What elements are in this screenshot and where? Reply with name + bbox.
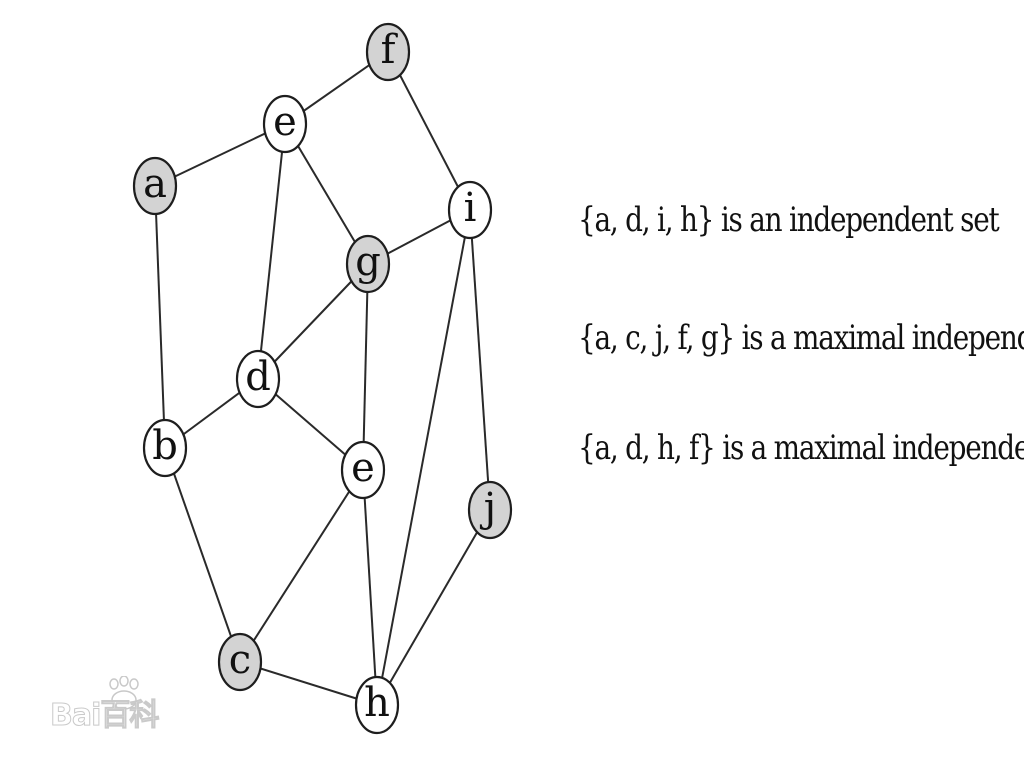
edge-b-c bbox=[164, 447, 241, 663]
node-label-e_top: e bbox=[273, 99, 297, 145]
node-g: g bbox=[345, 234, 391, 294]
edge-c-h bbox=[239, 661, 378, 706]
node-a: a bbox=[132, 156, 178, 216]
node-f: f bbox=[365, 22, 411, 82]
edge-a-b bbox=[154, 185, 166, 449]
node-label-c: c bbox=[229, 637, 251, 683]
node-circle-a bbox=[132, 156, 178, 216]
node-circle-e_mid bbox=[340, 440, 386, 500]
statement-maximal-set-2: {a, d, h, f} is a maximal independent se… bbox=[578, 428, 1024, 468]
node-label-a: a bbox=[143, 161, 167, 207]
nodes-layer: f e a i g d b e j c h bbox=[132, 22, 513, 735]
node-label-f: f bbox=[381, 27, 399, 73]
node-circle-c bbox=[217, 632, 263, 692]
node-circle-j bbox=[467, 480, 513, 540]
node-c: c bbox=[217, 632, 263, 692]
paw-print-icon bbox=[109, 676, 139, 710]
node-j: j bbox=[467, 480, 513, 540]
node-label-d: d bbox=[245, 354, 271, 400]
node-h: h bbox=[354, 675, 400, 735]
node-circle-b bbox=[142, 418, 188, 478]
edge-h-j bbox=[376, 509, 491, 706]
node-circle-g bbox=[345, 234, 391, 294]
edge-f-i bbox=[387, 51, 471, 211]
node-circle-e_top bbox=[262, 94, 308, 154]
edge-e_mid-h bbox=[362, 469, 378, 706]
node-circle-i bbox=[447, 180, 493, 240]
node-circle-f bbox=[365, 22, 411, 82]
edge-i-h bbox=[376, 209, 471, 706]
baidu-watermark: Bai百科 bbox=[49, 698, 159, 734]
node-label-h: h bbox=[364, 680, 390, 726]
statement-maximal-set-1: {a, c, j, f, g} is a maximal independent… bbox=[578, 318, 1024, 358]
node-label-j: j bbox=[480, 485, 496, 531]
node-label-e_mid: e bbox=[351, 445, 375, 491]
node-label-i: i bbox=[464, 185, 477, 231]
node-e_top: e bbox=[262, 94, 308, 154]
node-label-g: g bbox=[355, 239, 381, 285]
node-e_mid: e bbox=[340, 440, 386, 500]
edge-g-e_mid bbox=[362, 263, 369, 471]
node-label-b: b bbox=[152, 423, 178, 469]
edge-d-g bbox=[257, 263, 369, 380]
node-b: b bbox=[142, 418, 188, 478]
edges-layer bbox=[154, 51, 491, 706]
node-i: i bbox=[447, 180, 493, 240]
edge-e_top-d bbox=[257, 123, 286, 380]
edge-c-e_mid bbox=[239, 469, 364, 663]
statement-independent-set: {a, d, i, h} is an independent set bbox=[578, 200, 1000, 240]
node-circle-h bbox=[354, 675, 400, 735]
node-circle-d bbox=[235, 349, 281, 409]
edge-i-j bbox=[469, 209, 491, 511]
edge-e_top-g bbox=[284, 123, 369, 265]
node-d: d bbox=[235, 349, 281, 409]
edge-a-e_top bbox=[154, 123, 286, 187]
